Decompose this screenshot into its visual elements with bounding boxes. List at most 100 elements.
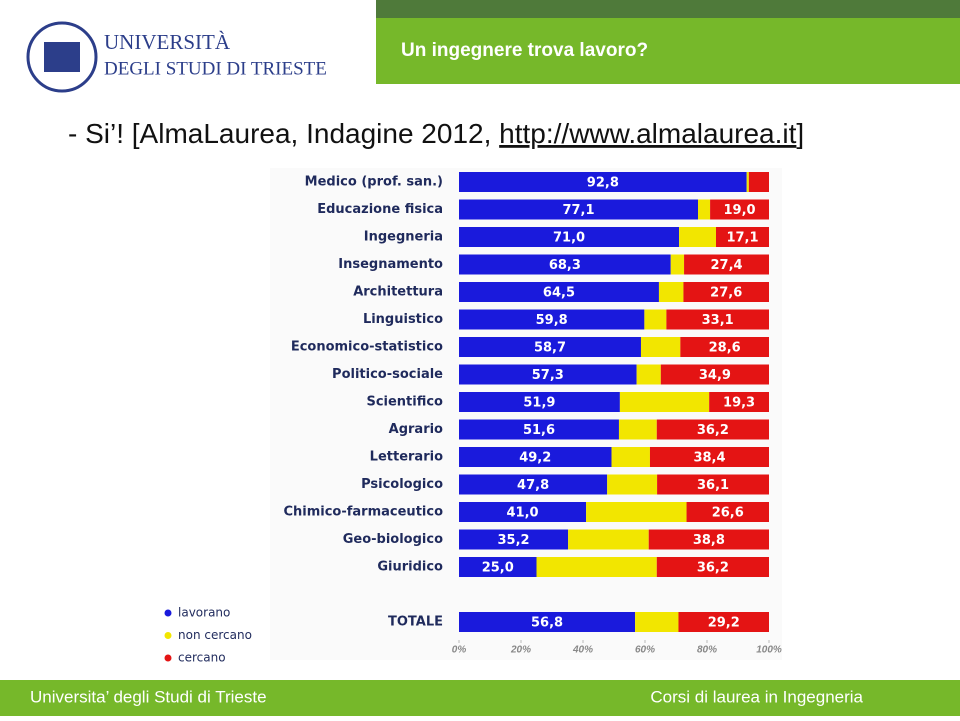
category-label: Linguistico (363, 312, 443, 327)
legend-label: cercano (178, 651, 226, 665)
value-label: 68,3 (549, 258, 581, 273)
legend-label: non cercano (178, 628, 252, 642)
category-label: Psicologico (361, 477, 443, 492)
subtitle-link[interactable]: http://www.almalaurea.it (499, 118, 796, 149)
bar-segment (666, 309, 769, 330)
bar-segment (459, 309, 645, 330)
legend-label: lavorano (178, 606, 230, 620)
value-label: 38,4 (693, 451, 725, 466)
value-label: 36,2 (697, 561, 729, 576)
category-label: Chimico-farmaceutico (283, 505, 443, 520)
footer-left: Universita’ degli Studi di Trieste (30, 687, 267, 706)
legend-marker (164, 632, 172, 639)
bar-segment (640, 337, 681, 357)
category-label: Politico-sociale (332, 367, 443, 382)
bar-segment (683, 282, 769, 302)
bar-segment (568, 529, 649, 550)
bar-segment (678, 612, 769, 632)
bar-segment (698, 199, 711, 220)
category-label: Architettura (353, 285, 443, 300)
bar-segment (710, 199, 769, 220)
legend-marker (164, 609, 172, 617)
value-label: 57,3 (532, 368, 564, 383)
value-label: 64,5 (543, 286, 575, 301)
value-label: 51,6 (523, 423, 555, 438)
bar-segment (459, 529, 569, 550)
bar-segment (459, 612, 636, 632)
value-label: 25,0 (482, 561, 514, 576)
category-label: Agrario (389, 422, 443, 437)
logo-line2: DEGLI STUDI DI TRIESTE (104, 58, 327, 79)
value-label: 33,1 (702, 313, 734, 328)
logo-building (44, 42, 80, 72)
bar-segment (607, 474, 658, 495)
category-label: Economico-statistico (291, 340, 443, 355)
category-label: Geo-biologico (343, 532, 443, 547)
value-label: 71,0 (553, 231, 585, 246)
value-label: 49,2 (519, 451, 551, 466)
x-tick-label: 40% (572, 645, 593, 656)
category-label: Medico (prof. san.) (305, 175, 443, 190)
value-label: 36,2 (697, 423, 729, 438)
bar-segment (459, 254, 671, 275)
subtitle-close: ] (796, 118, 804, 149)
header-strip (376, 0, 960, 18)
bar-segment (459, 474, 608, 495)
value-label: 27,4 (710, 258, 742, 273)
value-label: 17,1 (726, 231, 758, 246)
value-label: 51,9 (523, 396, 555, 411)
value-label: 59,8 (536, 313, 568, 328)
bar-segment (459, 337, 641, 357)
bar-segment (459, 282, 659, 302)
x-tick-label: 100% (756, 645, 782, 656)
category-label: Educazione fisica (317, 202, 443, 217)
category-label: TOTALE (388, 615, 443, 630)
bar-segment (686, 502, 769, 522)
subtitle: - Si’! [AlmaLaurea, Indagine 2012, http:… (68, 118, 804, 149)
bar-segment (658, 282, 684, 302)
bar-segment (459, 199, 699, 220)
bar-segment (709, 392, 769, 412)
value-label: 58,7 (534, 341, 566, 356)
value-label: 41,0 (507, 506, 539, 521)
logo-line1: UNIVERSITÀ (104, 30, 231, 54)
category-label: Insegnamento (338, 257, 443, 272)
value-label: 47,8 (517, 478, 549, 493)
logo-seal (26, 21, 98, 93)
value-label: 27,6 (710, 286, 742, 301)
bar-segment (618, 419, 657, 440)
bar-segment (459, 172, 747, 192)
bar-segment (611, 447, 650, 467)
bar-segment (459, 447, 612, 467)
bar-segment (459, 227, 680, 247)
bar-segment (680, 337, 769, 357)
bar-segment (635, 612, 679, 632)
value-label: 77,1 (562, 203, 594, 218)
value-label: 29,2 (708, 616, 740, 631)
bar-segment (660, 364, 769, 385)
bar-segment (656, 419, 769, 440)
bar-segment (649, 447, 769, 467)
bar-segment (459, 419, 619, 440)
bar-segment (459, 557, 537, 577)
slide-title: Un ingegnere trova lavoro? (401, 40, 648, 61)
x-tick-label: 20% (510, 645, 531, 656)
value-label: 56,8 (531, 616, 563, 631)
bar-segment (679, 227, 716, 247)
x-tick-label: 0% (452, 645, 467, 656)
value-label: 36,1 (697, 478, 729, 493)
bar-segment (656, 557, 769, 577)
subtitle-text: - Si’! [AlmaLaurea, Indagine 2012, (68, 118, 499, 149)
bar-segment (748, 172, 769, 192)
value-label: 34,9 (699, 368, 731, 383)
chart-panel (270, 168, 782, 660)
value-label: 19,3 (723, 396, 755, 411)
category-label: Ingegneria (364, 230, 443, 245)
x-tick-label: 60% (635, 645, 655, 656)
x-tick-label: 80% (697, 645, 717, 656)
bar-segment (586, 502, 687, 522)
value-label: 35,2 (498, 533, 530, 548)
category-label: Letterario (370, 450, 443, 465)
